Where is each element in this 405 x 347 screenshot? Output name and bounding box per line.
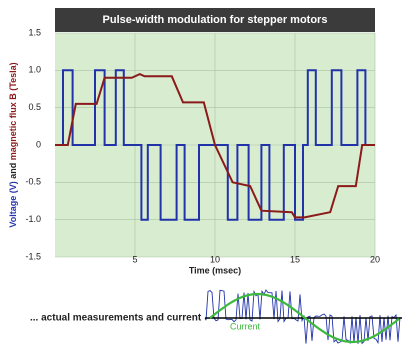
y-tick-label: 1.5 <box>28 27 41 37</box>
chart: Pulse-width modulation for stepper motor… <box>0 0 405 347</box>
x-axis-label: Time (msec) <box>189 265 241 275</box>
y-axis-label-part: and <box>8 160 18 181</box>
y-tick-label: 0.5 <box>28 102 41 112</box>
measurement-inset <box>205 285 403 347</box>
y-axis-label: Voltage (V) and magnetic flux B (Tesla) <box>8 62 18 227</box>
chart-title: Pulse-width modulation for stepper motor… <box>103 14 328 26</box>
x-tick-label: 20 <box>370 254 380 264</box>
y-axis-label-part: magnetic flux B (Tesla) <box>8 62 18 160</box>
y-tick-label: -1.0 <box>25 214 41 224</box>
inset-caption: ... actual measurements and current <box>30 313 202 324</box>
x-tick-label: 15 <box>290 254 300 264</box>
inset-label: Current <box>230 321 261 331</box>
y-axis-label-part: Voltage (V) <box>8 181 18 227</box>
y-tick-label: 0 <box>36 139 41 149</box>
y-tick-label: -1.5 <box>25 251 41 261</box>
x-tick-label: 5 <box>132 254 137 264</box>
y-tick-label: 1.0 <box>28 65 41 75</box>
x-tick-label: 10 <box>210 254 220 264</box>
y-tick-label: -0.5 <box>25 177 41 187</box>
